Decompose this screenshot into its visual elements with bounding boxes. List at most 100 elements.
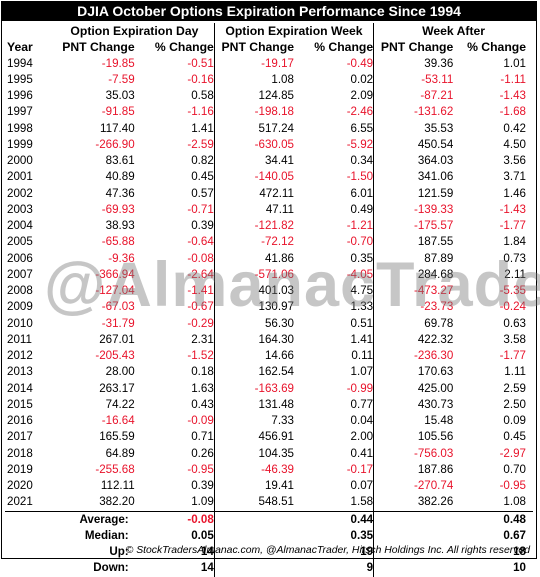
table-row: 2020 112.11 0.39 19.41 0.07 -270.74 -0.95 (5, 478, 533, 495)
day-pct-cell: 0.39 (134, 218, 215, 235)
week-pct-cell: -1.50 (293, 169, 375, 186)
week-pct-cell: -0.70 (293, 234, 375, 251)
summary-day-value: 14 (134, 544, 215, 561)
after-pnt-cell: 187.86 (417, 462, 454, 476)
week-pct-cell: -2.46 (293, 104, 375, 121)
table-row: 2018 64.89 0.26 104.35 0.41 -756.03 -2.97 (5, 445, 533, 462)
table-row: 2019 -255.68 -0.95 -46.39 -0.17 187.86 0.70 (5, 461, 533, 478)
year-cell: 1994 (7, 56, 33, 70)
day-pnt-cell: 47.36 (105, 186, 135, 200)
week-pnt-cell: 130.97 (258, 300, 294, 314)
day-pnt-cell: 263.17 (99, 381, 135, 395)
week-pnt-cell: 401.03 (258, 284, 294, 297)
table-row: 2007 -366.94 -2.64 -571.06 -4.05 284.68 2.11 (5, 266, 533, 283)
week-pnt-cell: 104.35 (258, 446, 294, 460)
after-pnt-cell: -23.73 (420, 300, 454, 314)
after-pnt-cell: -175.57 (413, 219, 454, 232)
day-pnt-cell: -127.04 (95, 284, 135, 297)
day-pct-cell: 0.82 (134, 153, 215, 170)
week-pnt-cell: 548.51 (214, 494, 294, 512)
year-cell: 2012 (7, 349, 33, 362)
summary-row: Average: -0.08 0.44 0.48 (5, 511, 533, 528)
day-pnt-cell: 64.89 (105, 446, 135, 460)
table-row: 2010 -31.79 -0.29 56.30 0.51 69.78 0.63 (5, 315, 533, 332)
after-pct-cell: 0.42 (503, 121, 526, 135)
after-pnt-cell: -131.62 (413, 105, 454, 119)
week-pct-cell: 1.58 (293, 494, 375, 512)
week-pnt-cell: 124.85 (258, 89, 294, 102)
week-pct-cell: -0.17 (293, 461, 375, 478)
day-pct-cell: 0.71 (134, 429, 215, 446)
summary-row: Median: 0.05 0.35 0.67 (5, 527, 533, 544)
week-pnt-cell: 14.66 (264, 349, 294, 362)
day-pnt-cell: -91.85 (101, 105, 135, 119)
table-row: 2005 -65.88 -0.64 -72.12 -0.70 187.55 1.84 (5, 234, 533, 251)
week-pnt-cell: 19.41 (264, 479, 294, 492)
table-row: 2002 47.36 0.57 472.11 6.01 121.59 1.46 (5, 185, 533, 202)
day-pnt-cell: -65.88 (101, 235, 135, 249)
week-pct-cell: 0.02 (293, 71, 375, 88)
day-pnt-cell: 382.20 (55, 494, 135, 512)
table-row: 2003 -69.93 -0.71 47.11 0.49 -139.33 -1.43 (5, 201, 533, 218)
year-cell: 2011 (7, 332, 32, 346)
week-pnt-cell: 131.48 (258, 397, 294, 411)
table-row: 1996 35.03 0.58 124.85 2.09 -87.21 -1.43 (5, 88, 533, 105)
summary-day-value: 0.05 (134, 527, 215, 544)
group-header-row: Option Expiration Day Option Expiration … (5, 23, 533, 40)
year-cell: 1998 (7, 121, 33, 135)
after-pct-cell: -1.43 (499, 89, 526, 102)
group-header-expiration-week: Option Expiration Week (214, 23, 375, 40)
after-pct-cell: 0.70 (503, 462, 526, 476)
after-pct-cell: 2.50 (503, 397, 526, 411)
week-pnt-cell: 41.86 (264, 251, 294, 265)
day-pnt-cell: 74.22 (105, 397, 135, 411)
summary-label: Up: (109, 545, 129, 558)
week-pct-cell: 0.34 (293, 153, 375, 170)
day-pnt-cell: -16.64 (101, 414, 135, 427)
summary-week-value: 19 (293, 544, 375, 561)
week-pnt-cell: 162.54 (258, 365, 294, 379)
after-pct-cell: -0.95 (499, 479, 526, 492)
day-pct-cell: -2.64 (134, 266, 215, 283)
after-pct-cell: 3.56 (503, 154, 526, 167)
day-pct-cell: -1.52 (134, 348, 215, 365)
summary-spacer (214, 511, 294, 528)
after-pct-cell: 3.58 (503, 332, 526, 346)
week-pnt-cell: 456.91 (258, 430, 294, 444)
year-cell: 2021 (5, 494, 55, 512)
year-cell: 2007 (7, 267, 33, 281)
table-row: 2016 -16.64 -0.09 7.33 0.04 15.48 0.09 (5, 413, 533, 430)
summary-spacer (214, 560, 294, 576)
summary-after-value: 10 (513, 561, 526, 575)
day-pnt-cell: -255.68 (95, 462, 135, 476)
week-pct-cell: 0.49 (293, 201, 375, 218)
after-pct-cell: 0.73 (503, 251, 526, 265)
column-header-after-pnt: PNT Change (380, 40, 454, 55)
week-pct-cell: 0.11 (293, 348, 375, 365)
after-pnt-cell: 425.00 (417, 381, 454, 395)
summary-spacer (374, 511, 454, 528)
summary-day-value: -0.08 (134, 511, 215, 528)
after-pnt-cell: -87.21 (420, 89, 454, 102)
year-cell: 2002 (7, 186, 33, 200)
after-pnt-cell: 187.55 (417, 235, 454, 249)
table-row: 1995 -7.59 -0.16 1.08 0.02 -53.11 -1.11 (5, 71, 533, 88)
column-header-year: Year (7, 40, 33, 55)
after-pnt-cell: -756.03 (413, 446, 454, 460)
year-cell: 2017 (7, 430, 33, 444)
after-pct-cell: -1.43 (499, 202, 526, 216)
table-row: 2004 38.93 0.39 -121.82 -1.21 -175.57 -1.77 (5, 218, 533, 235)
year-cell: 2019 (7, 462, 33, 476)
day-pct-cell: 0.45 (134, 169, 215, 186)
week-pnt-cell: -19.17 (261, 56, 294, 70)
after-pct-cell: -1.11 (500, 72, 526, 86)
year-cell: 2000 (7, 154, 33, 167)
day-pnt-cell: -266.90 (95, 137, 135, 151)
summary-spacer (374, 528, 454, 544)
after-pnt-cell: 105.56 (417, 430, 454, 444)
summary-label: Down: (93, 561, 129, 575)
after-pct-cell: -1.77 (499, 349, 526, 362)
table-row: 2021 382.20 1.09 548.51 1.58 382.26 1.08 (5, 494, 533, 512)
after-pnt-cell: 450.54 (417, 137, 454, 151)
after-pnt-cell: 87.89 (424, 251, 454, 265)
